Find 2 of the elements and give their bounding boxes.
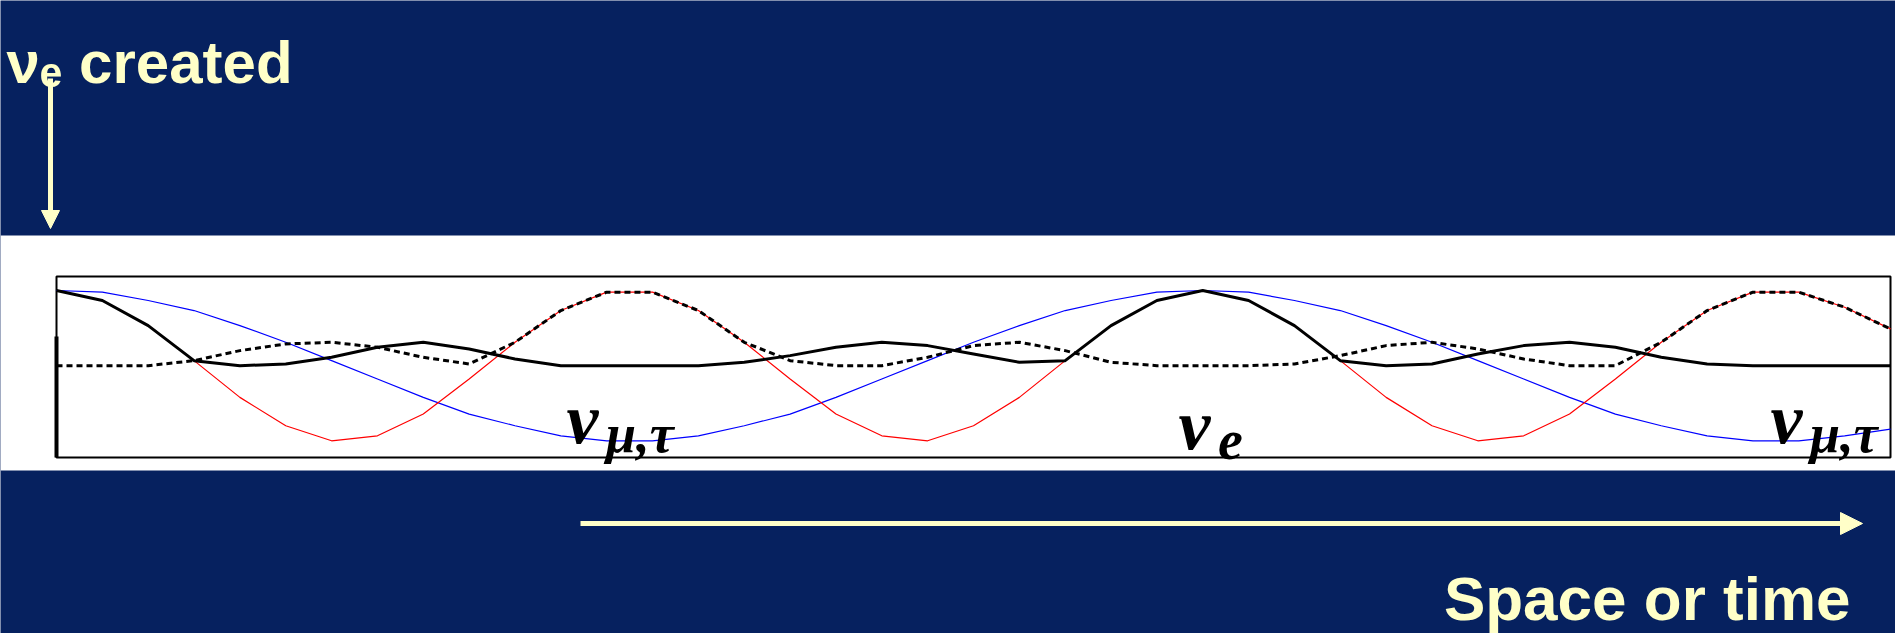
text: νₑ created (6, 29, 293, 96)
text: Space or time (1443, 564, 1851, 633)
